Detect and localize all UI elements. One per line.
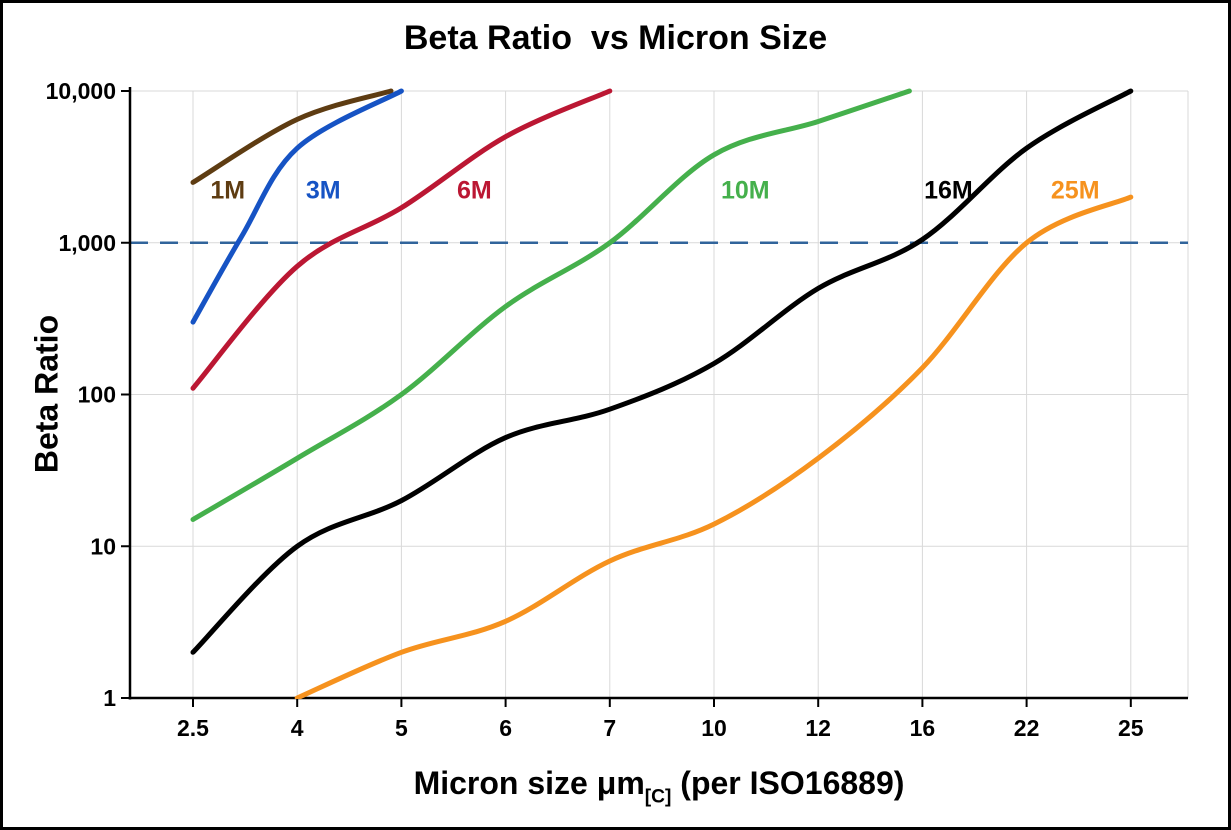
x-tick-label: 25 xyxy=(1118,715,1144,741)
plot-area: 1 10 100 1,000 10,000 2.5 4 5 6 7 10 12 16 22 25 1M 3M 6M… xyxy=(46,78,1189,741)
series-label-16M: 16M xyxy=(924,176,973,204)
y-tick-label: 1,000 xyxy=(58,230,116,256)
series-line-25M xyxy=(294,194,1134,699)
y-tick-label: 10 xyxy=(90,533,116,559)
x-tick-label: 10 xyxy=(701,715,727,741)
x-axis-title-main: Micron size μm xyxy=(413,765,645,801)
y-tick-label: 100 xyxy=(78,382,116,408)
series-line-10M xyxy=(190,88,912,522)
x-tick-label: 12 xyxy=(805,715,831,741)
x-tick-label: 4 xyxy=(291,715,304,741)
x-tick-label: 6 xyxy=(499,715,512,741)
series-label-3M: 3M xyxy=(306,176,341,204)
series-line-1M xyxy=(190,88,394,185)
x-tick-label: 2.5 xyxy=(177,715,209,741)
y-tick-label: 1 xyxy=(103,685,116,711)
series-line-6M xyxy=(190,88,613,391)
series-group xyxy=(190,88,1134,699)
x-axis-title-subscript: [C] xyxy=(644,786,672,808)
series-label-6M: 6M xyxy=(457,176,492,204)
x-tick-label: 5 xyxy=(395,715,408,741)
x-axis-title-rest: (per ISO16889) xyxy=(671,765,905,801)
series-label-10M: 10M xyxy=(721,176,770,204)
series-label-25M: 25M xyxy=(1051,176,1100,204)
x-tick-label: 7 xyxy=(603,715,616,741)
series-line-16M xyxy=(190,88,1134,655)
y-tick-label: 10,000 xyxy=(46,78,116,104)
x-axis-title: Micron size μm[C] (per ISO16889) xyxy=(130,765,1188,809)
x-tick-label: 16 xyxy=(910,715,936,741)
series-line-3M xyxy=(190,88,404,325)
chart-title: Beta Ratio vs Micron Size xyxy=(403,19,828,57)
series-label-1M: 1M xyxy=(210,176,245,204)
x-tick-label: 22 xyxy=(1014,715,1040,741)
